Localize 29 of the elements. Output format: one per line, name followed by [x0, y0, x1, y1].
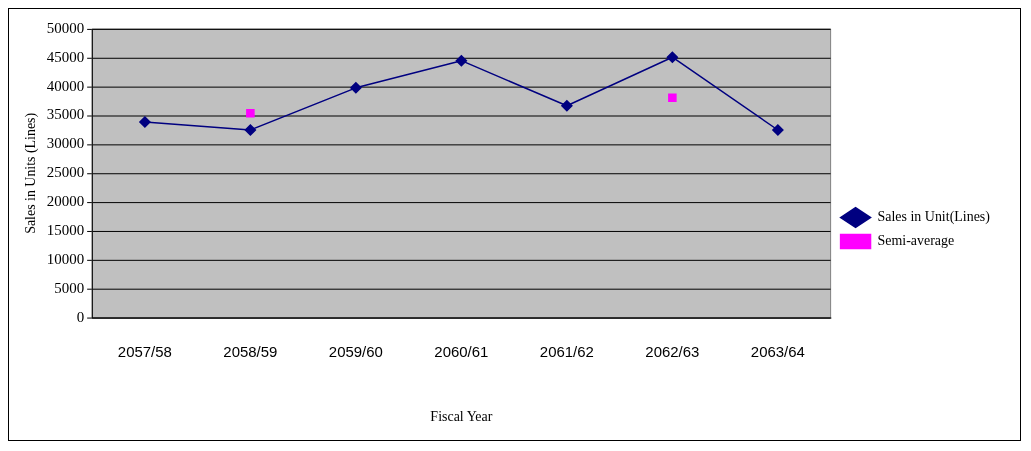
point	[772, 124, 784, 136]
y-tick-label: 0	[76, 308, 85, 325]
y-tick-label: 30000	[46, 135, 85, 152]
y-tick-label: 15000	[46, 222, 85, 239]
point	[666, 51, 679, 63]
y-tick-label: 20000	[46, 193, 85, 210]
x-tick-label: 2063/64	[750, 342, 805, 360]
y-tick-label: 35000	[46, 106, 85, 123]
point	[139, 116, 151, 128]
y-tick-label: 50000	[46, 19, 85, 36]
y-tick-label: 45000	[46, 48, 85, 65]
x-tick-label: 2062/63	[645, 342, 700, 360]
x-tick-label: 2059/60	[328, 342, 383, 360]
x-axis-title: Fiscal Year	[430, 409, 493, 425]
point	[561, 100, 573, 112]
x-tick-label: 2060/61	[434, 342, 489, 360]
y-tick-label: 10000	[46, 250, 85, 267]
x-tick-label: 2057/58	[117, 342, 172, 360]
point	[244, 124, 257, 136]
y-tick-label: 5000	[54, 279, 85, 296]
x-tick-label: 2061/62	[539, 342, 594, 360]
legend-label: Semi-average	[877, 233, 955, 249]
x-tick-label: 2058/59	[223, 342, 278, 360]
point	[350, 82, 362, 94]
legend-label: Sales in Unit(Lines)	[877, 209, 991, 226]
y-tick-label: 40000	[46, 77, 85, 94]
point	[455, 54, 468, 67]
y-axis-title: Sales in Units (Lines)	[23, 112, 40, 234]
y-tick-label: 25000	[46, 164, 85, 181]
